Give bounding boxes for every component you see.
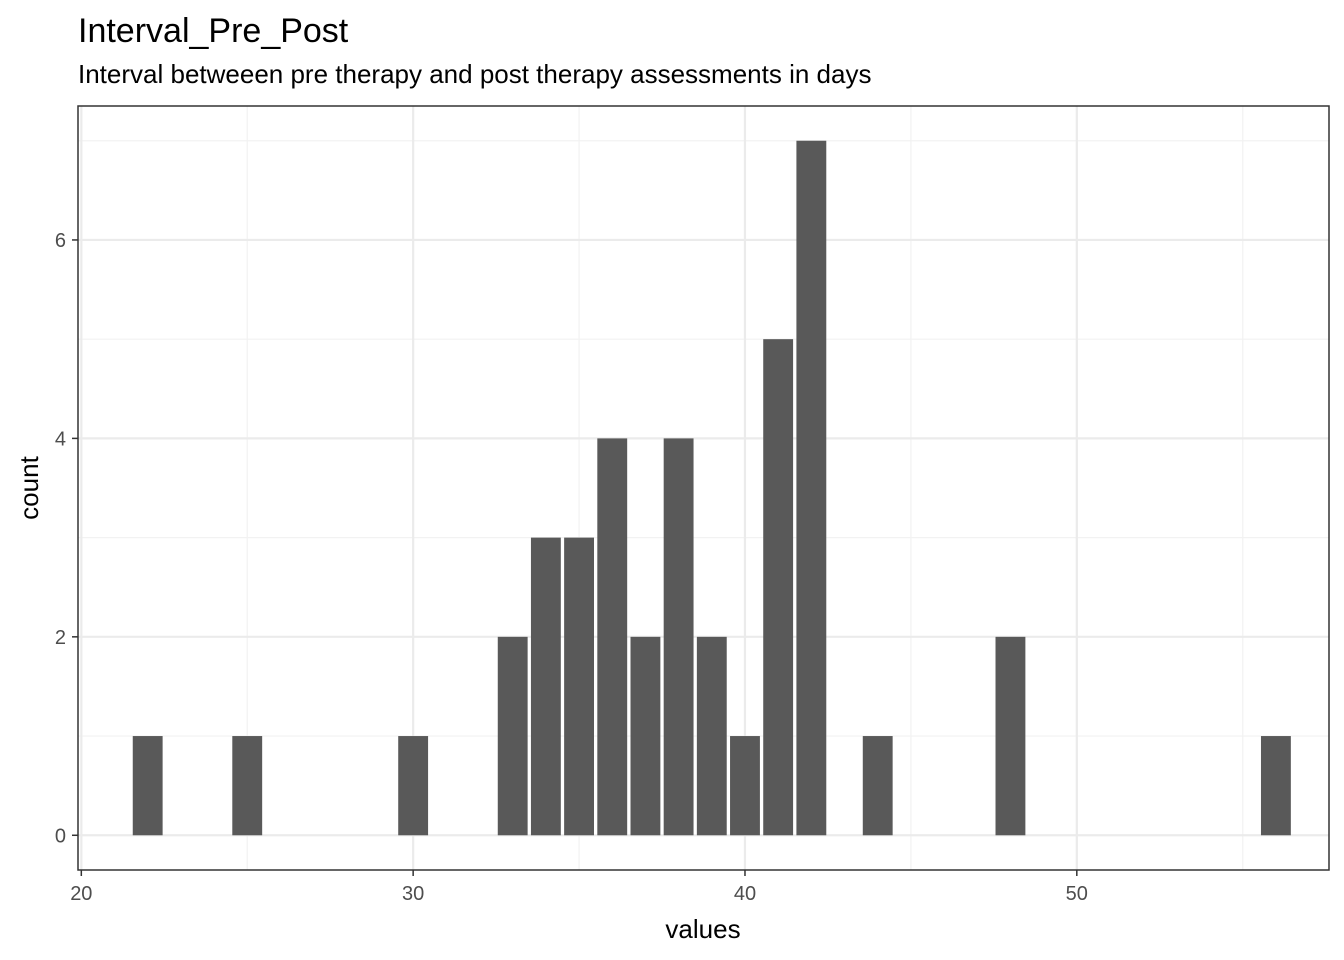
histogram-bar [530, 537, 561, 836]
bars [132, 140, 1291, 836]
histogram-bar [862, 736, 893, 836]
histogram-bar [232, 736, 263, 836]
y-tick-label: 2 [55, 627, 66, 649]
x-tick-label: 20 [70, 883, 92, 905]
y-tick-label: 0 [55, 825, 66, 847]
histogram-bar [630, 636, 661, 836]
histogram-bar [497, 636, 528, 836]
histogram-bar [564, 537, 594, 836]
histogram-bar [696, 636, 727, 836]
histogram-bar [132, 736, 163, 836]
histogram-bar [763, 339, 794, 836]
histogram-bar [796, 140, 827, 836]
histogram-bar [995, 636, 1026, 836]
y-tick-label: 6 [55, 230, 66, 252]
y-axis-title: count [14, 455, 44, 519]
x-axis-title: values [665, 914, 740, 944]
y-tick-label: 4 [55, 428, 66, 450]
histogram-bar [597, 438, 628, 836]
chart-title: Interval_Pre_Post [78, 12, 349, 50]
x-tick-label: 30 [402, 883, 424, 905]
histogram-bar [1260, 736, 1291, 836]
histogram-bar [663, 438, 694, 836]
y-axis: 0 2 4 6 [55, 230, 78, 847]
histogram-bar [730, 736, 760, 836]
panel-border [77, 105, 1330, 871]
histogram-bar [398, 736, 429, 836]
chart-subtitle: Interval betweeen pre therapy and post t… [78, 59, 871, 89]
x-tick-label: 40 [734, 883, 756, 905]
x-tick-label: 50 [1066, 883, 1088, 905]
x-axis: 20 30 40 50 [70, 870, 1088, 905]
